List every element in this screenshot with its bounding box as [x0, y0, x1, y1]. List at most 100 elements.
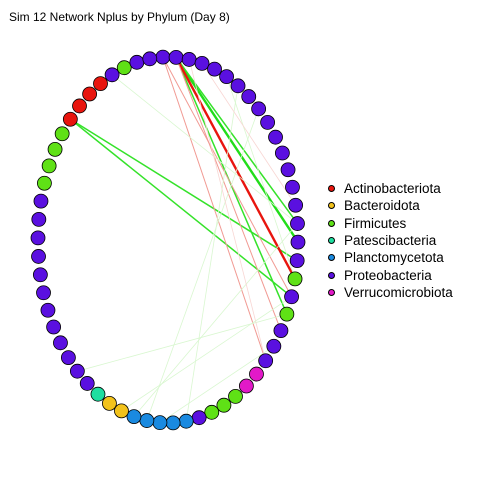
network-node — [79, 376, 95, 391]
edge-layer — [69, 56, 299, 423]
network-node — [82, 86, 98, 102]
network-node — [104, 67, 120, 83]
positive-edge — [69, 118, 293, 298]
network-node — [266, 338, 282, 354]
network-node — [289, 253, 305, 269]
network-node — [31, 211, 47, 227]
legend-swatch — [328, 271, 335, 279]
positive-edge — [175, 56, 299, 225]
network-node — [129, 54, 145, 70]
legend-item: Planctomycetota — [328, 249, 453, 266]
negative-edge — [162, 56, 267, 361]
network-node — [284, 289, 299, 305]
network-node — [31, 249, 46, 264]
network-node — [285, 179, 300, 195]
network-node — [279, 306, 295, 322]
network-node — [90, 386, 106, 402]
legend-swatch — [328, 237, 335, 245]
legend-label: Planctomycetota — [344, 250, 444, 266]
legend: Actinobacteriota Bacteroidota Firmicutes Pa… — [328, 180, 453, 301]
network-node — [241, 89, 257, 104]
positive-edge — [159, 345, 275, 423]
network-node — [62, 111, 78, 127]
positive-edge — [185, 85, 239, 422]
network-node — [54, 126, 70, 142]
network-node — [251, 101, 267, 117]
network-node — [181, 52, 197, 67]
network-node — [36, 285, 51, 301]
negative-edge — [188, 59, 267, 361]
network-node — [228, 389, 243, 404]
network-node — [114, 403, 129, 419]
positive-edge — [226, 76, 296, 280]
network-node — [260, 114, 276, 130]
network-node — [53, 335, 68, 351]
node-layer — [30, 49, 306, 431]
network-node — [152, 415, 168, 431]
negative-edge — [175, 56, 297, 280]
network-node — [191, 410, 207, 426]
network-node — [178, 413, 194, 429]
network-node — [72, 98, 87, 114]
legend-label: Verrucomicrobiota — [344, 284, 453, 300]
network-node — [273, 323, 289, 339]
network-node — [219, 69, 234, 85]
network-node — [288, 197, 304, 213]
network-node — [216, 397, 232, 413]
legend-swatch — [328, 202, 335, 210]
positive-edge — [146, 108, 260, 421]
positive-edge — [111, 74, 298, 224]
network-node — [33, 193, 49, 209]
legend-label: Bacteroidota — [344, 198, 420, 214]
network-node — [204, 404, 220, 420]
negative-edge — [162, 56, 293, 298]
network-node — [142, 51, 158, 67]
legend-swatch — [328, 219, 335, 227]
legend-item: Bacteroidota — [328, 197, 453, 214]
network-node — [37, 175, 52, 191]
legend-label: Firmicutes — [344, 215, 407, 231]
network-node — [165, 415, 181, 431]
legend-swatch — [328, 288, 335, 296]
legend-label: Actinobacteriota — [344, 181, 441, 197]
legend-item: Proteobacteria — [328, 266, 453, 283]
legend-item: Actinobacteriota — [328, 180, 453, 197]
network-node — [287, 271, 303, 287]
legend-item: Patescibacteria — [328, 232, 453, 249]
network-node — [230, 78, 246, 94]
network-node — [290, 234, 306, 250]
network-node — [102, 395, 117, 411]
network-node — [168, 49, 184, 65]
legend-swatch — [328, 185, 335, 193]
network-node — [41, 158, 57, 174]
network-node — [238, 378, 254, 394]
network-node — [60, 350, 76, 366]
legend-item: Firmicutes — [328, 215, 453, 232]
network-node — [69, 363, 85, 379]
network-node — [258, 353, 274, 369]
positive-edge — [133, 223, 298, 417]
network-node — [268, 129, 283, 145]
network-node — [194, 55, 210, 71]
network-node — [139, 413, 155, 428]
legend-label: Patescibacteria — [344, 233, 437, 249]
network-node — [274, 145, 290, 161]
network-node — [155, 49, 171, 65]
legend-item: Verrucomicrobiota — [328, 284, 453, 301]
network-node — [93, 76, 108, 91]
network-node — [126, 409, 142, 425]
legend-swatch — [328, 254, 335, 262]
network-node — [207, 61, 222, 77]
network-node — [32, 267, 48, 283]
legend-label: Proteobacteria — [344, 267, 432, 283]
negative-edge — [201, 63, 296, 206]
network-node — [46, 319, 62, 335]
network-node — [116, 60, 132, 76]
network-node — [249, 366, 264, 382]
network-node — [47, 141, 63, 157]
network-node — [30, 230, 46, 246]
network-node — [280, 162, 296, 178]
page-title: Sim 12 Network Nplus by Phylum (Day 8) — [9, 10, 230, 24]
network-node — [40, 302, 56, 318]
